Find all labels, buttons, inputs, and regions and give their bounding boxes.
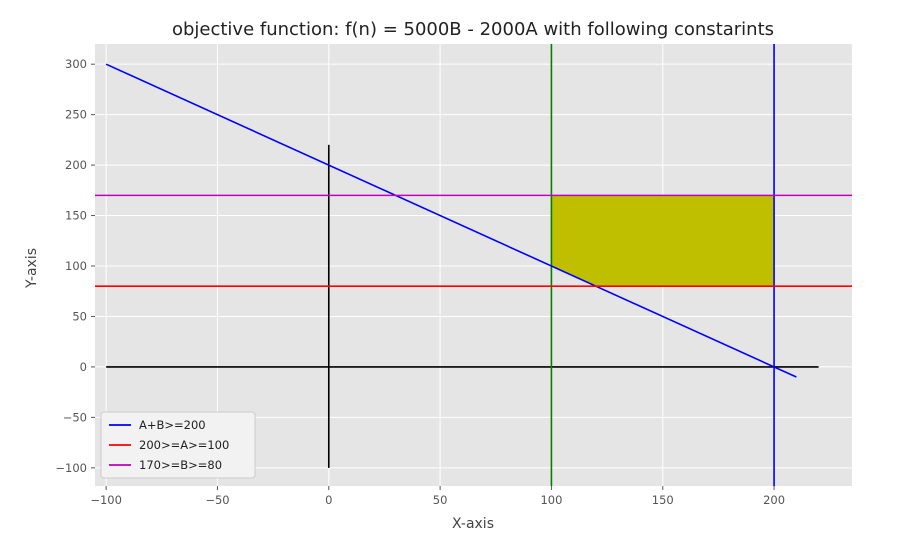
y-tick-label: 300 — [65, 57, 87, 71]
legend-box — [100, 411, 256, 479]
x-tick-label: 100 — [540, 493, 562, 507]
feasible-region — [551, 195, 775, 287]
y-axis-label: Y-axis — [24, 248, 40, 289]
y-ticks: −100 −50 0 50 100 150 200 250 300 — [55, 57, 95, 475]
y-tick-label: 50 — [72, 309, 87, 323]
x-tick-label: −100 — [90, 493, 122, 507]
y-tick-label: 200 — [65, 158, 87, 172]
y-tick-label: −100 — [55, 461, 87, 475]
y-tick-label: 0 — [80, 360, 87, 374]
y-tick-label: 250 — [65, 108, 87, 122]
lines-layer — [95, 44, 852, 486]
x-ticks: −100 −50 0 50 100 150 200 — [90, 486, 785, 507]
legend: A+B>=200 200>=A>=100 170>=B>=80 — [100, 411, 256, 479]
legend-label: A+B>=200 — [139, 418, 206, 432]
x-axis-label: X-axis — [452, 516, 494, 532]
feasible-region-layer — [551, 195, 775, 287]
legend-label: 200>=A>=100 — [139, 438, 229, 452]
x-tick-label: −50 — [205, 493, 229, 507]
y-tick-label: −50 — [63, 410, 87, 424]
x-tick-label: 0 — [325, 493, 332, 507]
x-tick-label: 50 — [433, 493, 448, 507]
legend-label: 170>=B>=80 — [139, 458, 222, 472]
x-tick-label: 200 — [763, 493, 785, 507]
y-tick-label: 100 — [65, 259, 87, 273]
chart-title: objective function: f(n) = 5000B - 2000A… — [172, 19, 774, 40]
x-tick-label: 150 — [652, 493, 674, 507]
y-tick-label: 150 — [65, 209, 87, 223]
series-line-1 — [105, 63, 797, 378]
